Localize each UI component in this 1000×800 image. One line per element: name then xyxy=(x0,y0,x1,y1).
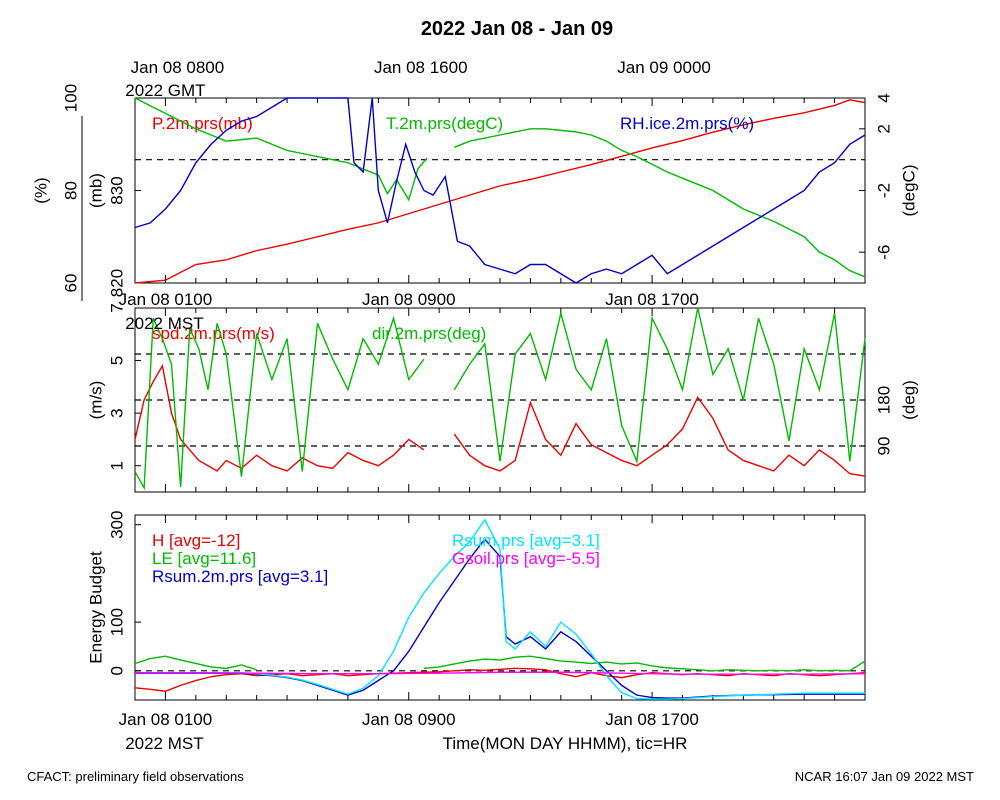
y-axis-label-dir: (deg) xyxy=(899,380,918,420)
mst-time-label: Jan 08 0900 xyxy=(362,290,456,309)
footer-right: NCAR 16:07 Jan 09 2022 MST xyxy=(795,769,974,784)
y-tick-label-t: 2 xyxy=(874,124,893,133)
time-axis-labels: Jan 08 0800 2022 GMT Jan 08 1600 Jan 09 000… xyxy=(119,58,711,753)
y-tick-label-e: 100 xyxy=(107,608,126,636)
y-tick-label-spd: 7 xyxy=(107,303,126,312)
mst-time-label: Jan 08 1700 xyxy=(605,290,699,309)
y-tick-label-rh: 100 xyxy=(61,84,80,112)
legend-rh-ice-2m-prs: RH.ice.2m.prs(%) xyxy=(620,114,754,133)
mst-time-label: Jan 08 0100 xyxy=(119,710,213,729)
mst-year-label: 2022 MST xyxy=(125,314,203,333)
y-tick-label-spd: 5 xyxy=(107,356,126,365)
y-axis-label-spd: (m/s) xyxy=(86,381,105,420)
x-axis-label: Time(MON DAY HHMM), tic=HR xyxy=(443,734,688,753)
mst-time-label: Jan 08 1700 xyxy=(605,710,699,729)
gmt-time-label: Jan 08 1600 xyxy=(374,58,468,77)
y-tick-label-t: -6 xyxy=(874,245,893,260)
mst-time-label: Jan 08 0100 xyxy=(119,290,213,309)
legend-rsum-2m-prs-avg-3-1: Rsum.2m.prs [avg=3.1] xyxy=(152,567,328,586)
series-line-spd-2m-prs-m-s xyxy=(453,396,866,477)
panel-middle: 1 3 5 7 (m/s) 90 180 (deg) spd.2m.prs(m/s) dir.2m… xyxy=(86,303,918,493)
legend-gsoil-prs-avg-5-5: Gsoil.prs [avg=-5.5] xyxy=(452,549,600,568)
legend-dir-2m-prs-deg: dir.2m.prs(deg) xyxy=(372,324,486,343)
y-tick-label-e: 0 xyxy=(107,666,126,675)
series-line-dir-2m-prs-deg xyxy=(134,315,425,491)
gmt-year-label: 2022 GMT xyxy=(125,81,205,100)
gmt-time-label: Jan 09 0000 xyxy=(617,58,711,77)
y-tick-label-rh: 60 xyxy=(61,274,80,293)
series-line-le-avg-11-6 xyxy=(134,655,257,671)
series-line-dir-2m-prs-deg xyxy=(453,307,866,465)
y-axis-label-t: (degC) xyxy=(899,165,918,217)
y-tick-label-spd: 1 xyxy=(107,461,126,470)
series-line-le-avg-11-6 xyxy=(423,655,866,672)
y-tick-label-t: 4 xyxy=(874,93,893,102)
y-tick-label-p: 830 xyxy=(107,176,126,204)
y-tick-label-t: -2 xyxy=(874,183,893,198)
legend-rsum-prs-avg-3-1: Rsum.prs [avg=3.1] xyxy=(452,531,600,550)
legend-t-2m-prs-degc: T.2m.prs(degC) xyxy=(386,114,503,133)
y-tick-label-dir: 90 xyxy=(874,437,893,456)
y-axis-label-rh: (%) xyxy=(31,177,50,203)
mst-year-label: 2022 MST xyxy=(125,734,203,753)
footer-left: CFACT: preliminary field observations xyxy=(27,769,244,784)
panel-top: 6080100(%)820830(mb)-6-224(degC)P.2m.prs… xyxy=(31,84,918,301)
series-line-gsoil-prs-avg-5-5 xyxy=(135,671,866,675)
series-line-rh-ice-2m-prs xyxy=(134,97,866,284)
gmt-time-label: Jan 08 0800 xyxy=(131,58,225,77)
chart-title: 2022 Jan 08 - Jan 09 xyxy=(421,18,613,40)
y-axis-label-e: Energy Budget xyxy=(86,551,105,664)
y-tick-label-p: 820 xyxy=(107,269,126,297)
series-line-spd-2m-prs-m-s xyxy=(134,363,425,472)
series-line-p-2m-prs-mb xyxy=(134,99,866,284)
y-tick-label-spd: 3 xyxy=(107,408,126,417)
y-tick-label-rh: 80 xyxy=(61,181,80,200)
legend-spd-2m-prs-m-s: spd.2m.prs(m/s) xyxy=(152,324,275,343)
series-line-rsum-prs-avg-3-1 xyxy=(135,518,865,700)
y-tick-label-dir: 180 xyxy=(874,386,893,414)
legend-h-avg-12: H [avg=-12] xyxy=(152,531,240,550)
y-axis-label-p: (mb) xyxy=(86,173,105,208)
y-tick-label-e: 300 xyxy=(107,511,126,539)
legend-le-avg-11-6: LE [avg=11.6] xyxy=(152,549,256,568)
mst-time-label: Jan 08 0900 xyxy=(362,710,456,729)
series-line-t-2m-prs-degc xyxy=(134,97,428,202)
series-line-t-2m-prs-degc xyxy=(454,128,866,278)
